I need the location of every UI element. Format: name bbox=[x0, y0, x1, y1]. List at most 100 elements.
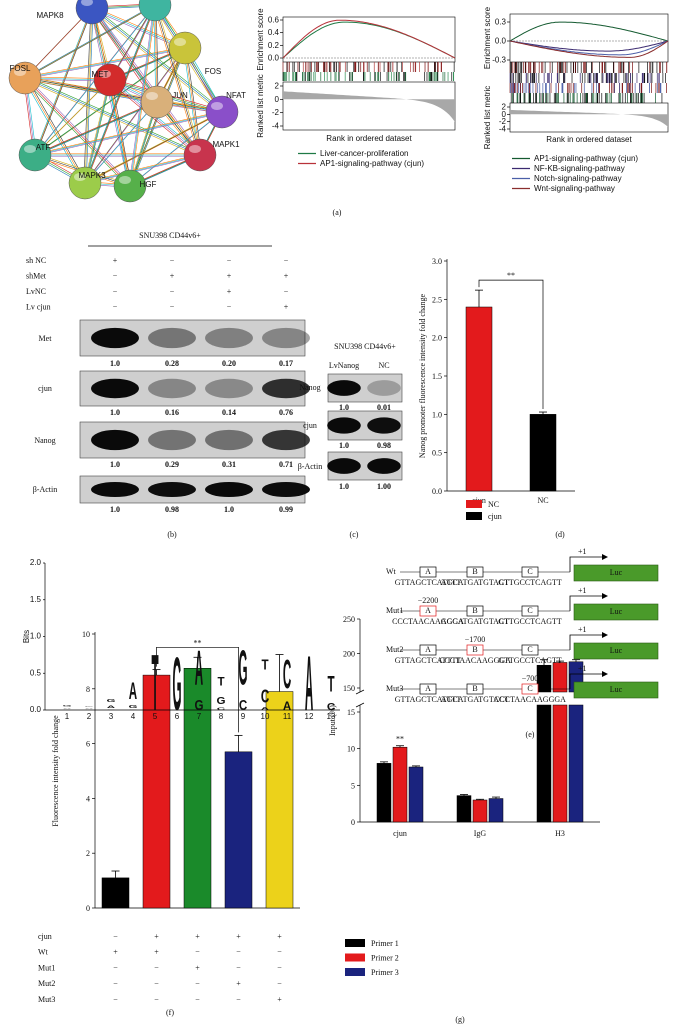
bar bbox=[488, 798, 504, 823]
site-sequence: AGCATGATGTACT bbox=[441, 617, 509, 626]
band-quant: 0.76 bbox=[279, 408, 293, 417]
tss-arrowhead bbox=[602, 554, 608, 560]
logo-letter: C bbox=[261, 687, 269, 707]
blot-band bbox=[262, 429, 310, 451]
network-edge bbox=[131, 110, 224, 186]
x-tick-label: 10 bbox=[261, 712, 270, 721]
network-edge bbox=[85, 3, 157, 182]
y-axis-title: Input (%) bbox=[328, 705, 337, 736]
condition-sign: + bbox=[227, 287, 232, 296]
network-edge bbox=[184, 47, 201, 156]
construct-label: Wt bbox=[386, 567, 397, 576]
network-edge bbox=[84, 79, 111, 184]
blot-band bbox=[367, 417, 401, 434]
logo-letter: G bbox=[106, 698, 115, 704]
node-highlight bbox=[14, 68, 26, 76]
network-edge bbox=[33, 9, 92, 157]
network-edge bbox=[128, 6, 155, 188]
condition-sign: − bbox=[277, 979, 282, 988]
y-tick-label: 10 bbox=[82, 630, 90, 639]
error-bar bbox=[572, 659, 580, 662]
network-edge bbox=[91, 7, 186, 49]
site-sequence: AGCATGATGTACT bbox=[441, 695, 509, 704]
y-tick-label: 6 bbox=[86, 740, 90, 749]
tss-arrow bbox=[569, 673, 602, 689]
significance-bracket bbox=[156, 646, 239, 733]
network-edge bbox=[83, 6, 155, 185]
site-box-label: A bbox=[425, 606, 431, 615]
network-edge bbox=[85, 100, 159, 182]
condition-sign: − bbox=[113, 932, 118, 941]
site-position: −1700 bbox=[465, 635, 486, 644]
axis-break bbox=[355, 702, 365, 708]
blot-label: cjun bbox=[303, 421, 317, 430]
bar bbox=[376, 763, 392, 823]
node-label: FOS bbox=[205, 67, 221, 76]
band-quant: 0.16 bbox=[165, 408, 179, 417]
blot-band bbox=[148, 429, 196, 451]
condition-sign: − bbox=[113, 272, 118, 281]
logo-letter: G bbox=[216, 696, 225, 707]
error-bar bbox=[556, 660, 564, 663]
condition-sign: + bbox=[154, 932, 159, 941]
y-tick-label: 5 bbox=[351, 781, 355, 790]
network-node bbox=[8, 61, 42, 95]
x-axis-title: Rank in ordered dataset bbox=[326, 134, 412, 143]
site-sequence: CCCTAACAAGGGA bbox=[494, 695, 566, 704]
metric-area bbox=[510, 109, 668, 127]
network-node bbox=[18, 138, 52, 172]
logo-letter: C bbox=[217, 707, 225, 711]
logo-letter: G bbox=[238, 640, 247, 695]
node-highlight bbox=[146, 92, 158, 100]
node-label: FOSL bbox=[10, 64, 31, 73]
bar-upper bbox=[552, 662, 568, 693]
network-node bbox=[138, 0, 172, 22]
y-tick-label: 0.0 bbox=[30, 705, 42, 714]
bar-lower bbox=[536, 704, 552, 823]
x-tick-label: 5 bbox=[153, 712, 158, 721]
logo-letter: G bbox=[172, 643, 181, 727]
band-quant: 0.20 bbox=[222, 359, 236, 368]
condition-sign: − bbox=[195, 995, 200, 1004]
condition-sign: + bbox=[277, 995, 282, 1004]
es-tick-label: -0.3 bbox=[492, 56, 506, 65]
es-tick-label: 0.2 bbox=[268, 41, 280, 50]
metric-axis-title: Ranked list metric bbox=[256, 74, 265, 138]
site-sequence: GTTGCCTCAGTT bbox=[498, 578, 562, 587]
logo-letter: G bbox=[84, 705, 93, 706]
condition-sign: + bbox=[113, 256, 118, 265]
blot-band bbox=[205, 429, 253, 451]
tss-arrowhead bbox=[602, 671, 608, 677]
site-box bbox=[419, 566, 437, 578]
tss-arrow bbox=[569, 634, 602, 650]
y-tick-label: 0.5 bbox=[432, 449, 442, 458]
condition-label: sh NC bbox=[26, 256, 46, 265]
error-bar bbox=[539, 411, 547, 415]
band-quant: 1.00 bbox=[377, 482, 391, 491]
x-tick-label: cjun bbox=[393, 829, 407, 838]
condition-sign: − bbox=[113, 287, 118, 296]
condition-label: Mut1 bbox=[38, 963, 55, 972]
error-bar bbox=[152, 669, 161, 676]
network-edge bbox=[86, 110, 224, 183]
condition-sign: − bbox=[113, 979, 118, 988]
y-tick-label: 2 bbox=[86, 849, 90, 858]
condition-label: Lv cjun bbox=[26, 303, 51, 312]
es-curve bbox=[282, 21, 456, 59]
metric-tick-label: -2 bbox=[272, 108, 280, 117]
condition-sign: − bbox=[284, 256, 289, 265]
blot-band bbox=[91, 327, 139, 349]
site-box bbox=[419, 683, 437, 695]
site-box bbox=[521, 644, 539, 656]
blot-band bbox=[367, 458, 401, 474]
legend-swatch bbox=[345, 953, 365, 962]
blot-band bbox=[262, 327, 310, 349]
es-tick-label: 0.3 bbox=[495, 18, 507, 27]
band-quant: 0.71 bbox=[279, 460, 293, 469]
construct-label: Mut2 bbox=[386, 645, 403, 654]
y-tick-label: 0.5 bbox=[30, 668, 42, 677]
construct-label: Mut1 bbox=[386, 606, 403, 615]
network-edge bbox=[36, 110, 224, 155]
network-node bbox=[68, 166, 102, 200]
network-edge bbox=[84, 111, 223, 184]
